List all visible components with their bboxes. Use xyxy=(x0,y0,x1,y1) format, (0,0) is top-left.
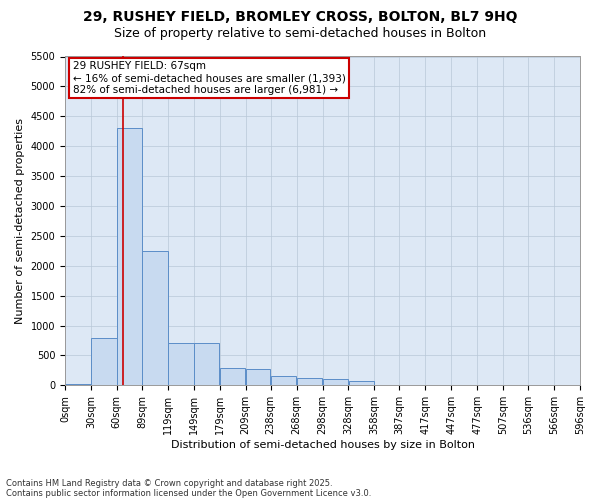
Bar xyxy=(349,380,374,386)
Bar xyxy=(117,128,142,386)
Text: 29 RUSHEY FIELD: 67sqm
← 16% of semi-detached houses are smaller (1,393)
82% of : 29 RUSHEY FIELD: 67sqm ← 16% of semi-det… xyxy=(73,62,346,94)
Text: 29, RUSHEY FIELD, BROMLEY CROSS, BOLTON, BL7 9HQ: 29, RUSHEY FIELD, BROMLEY CROSS, BOLTON,… xyxy=(83,10,517,24)
Text: Size of property relative to semi-detached houses in Bolton: Size of property relative to semi-detach… xyxy=(114,28,486,40)
Bar xyxy=(220,368,245,386)
Bar xyxy=(297,378,322,386)
Bar xyxy=(65,384,91,386)
Bar xyxy=(142,251,167,386)
Text: Contains public sector information licensed under the Open Government Licence v3: Contains public sector information licen… xyxy=(6,488,371,498)
Y-axis label: Number of semi-detached properties: Number of semi-detached properties xyxy=(15,118,25,324)
Bar xyxy=(323,380,348,386)
Bar xyxy=(246,369,271,386)
Bar xyxy=(91,338,116,386)
Text: Contains HM Land Registry data © Crown copyright and database right 2025.: Contains HM Land Registry data © Crown c… xyxy=(6,478,332,488)
X-axis label: Distribution of semi-detached houses by size in Bolton: Distribution of semi-detached houses by … xyxy=(170,440,475,450)
Bar xyxy=(271,376,296,386)
Bar xyxy=(194,344,220,386)
Bar xyxy=(168,344,194,386)
